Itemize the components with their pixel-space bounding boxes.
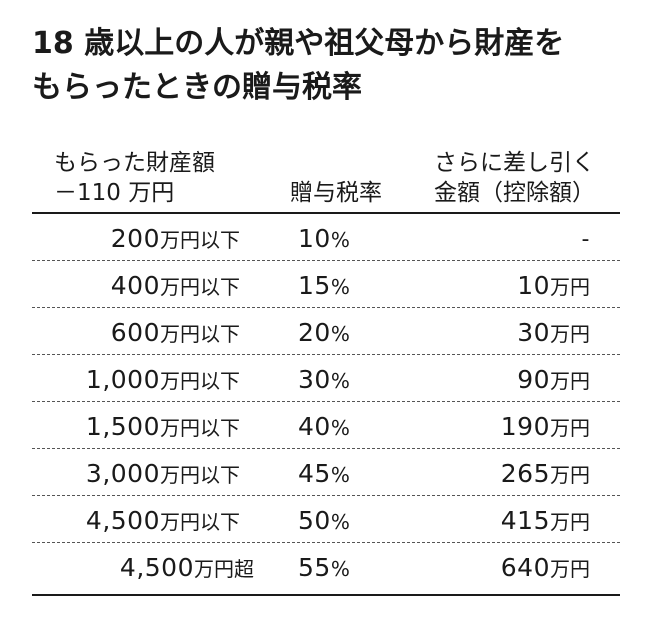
table-row: 1,500万円以下 40% 190万円 bbox=[32, 402, 620, 449]
amount-unit: 万円以下 bbox=[160, 510, 240, 534]
amount-unit: 万円以下 bbox=[160, 322, 240, 346]
amount-value: 400 bbox=[110, 271, 160, 300]
amount-cell: 3,000万円以下 bbox=[86, 449, 240, 496]
rate-value: 20 bbox=[298, 318, 331, 347]
rate-cell: 45% bbox=[298, 449, 350, 496]
deduction-unit: 万円 bbox=[550, 369, 590, 393]
deduction-cell: 30万円 bbox=[517, 308, 590, 355]
header-rate: 贈与税率 bbox=[290, 178, 382, 208]
rate-value: 10 bbox=[298, 224, 331, 253]
header-amount-line-2: －110 万円 bbox=[54, 180, 175, 206]
deduction-unit: 万円 bbox=[550, 322, 590, 346]
deduction-unit: 万円 bbox=[550, 510, 590, 534]
table-row: 4,500万円以下 50% 415万円 bbox=[32, 496, 620, 543]
rate-value: 15 bbox=[298, 271, 331, 300]
deduction-value: 30 bbox=[517, 318, 550, 347]
table-bottom-rule bbox=[32, 594, 620, 596]
rate-value: 45 bbox=[298, 459, 331, 488]
deduction-cell: 10万円 bbox=[517, 261, 590, 308]
amount-unit: 万円超 bbox=[194, 557, 254, 581]
table-top-rule bbox=[32, 212, 620, 214]
rate-cell: 40% bbox=[298, 402, 350, 449]
amount-cell: 1,500万円以下 bbox=[86, 402, 240, 449]
amount-cell: 4,500万円超 bbox=[120, 543, 254, 590]
header-amount-line-1: もらった財産額 bbox=[54, 150, 215, 176]
deduction-unit: 万円 bbox=[550, 463, 590, 487]
table-row: 3,000万円以下 45% 265万円 bbox=[32, 449, 620, 496]
amount-value: 4,500 bbox=[119, 553, 194, 582]
amount-cell: 600万円以下 bbox=[111, 308, 240, 355]
amount-cell: 200万円以下 bbox=[111, 214, 240, 261]
rate-unit: % bbox=[330, 510, 350, 534]
deduction-cell: 190万円 bbox=[501, 402, 590, 449]
deduction-unit: 万円 bbox=[550, 557, 590, 581]
rate-value: 55 bbox=[298, 553, 331, 582]
rate-value: 40 bbox=[298, 412, 331, 441]
rate-unit: % bbox=[330, 322, 350, 346]
deduction-value: 265 bbox=[500, 459, 550, 488]
table-row: 400万円以下 15% 10万円 bbox=[32, 261, 620, 308]
rate-unit: % bbox=[330, 228, 350, 252]
document-title: 18 歳以上の人が親や祖父母から財産を もらったときの贈与税率 bbox=[32, 22, 564, 110]
deduction-cell: 90万円 bbox=[517, 355, 590, 402]
amount-value: 600 bbox=[110, 318, 160, 347]
amount-unit: 万円以下 bbox=[160, 275, 240, 299]
amount-cell: 4,500万円以下 bbox=[86, 496, 240, 543]
amount-value: 1,500 bbox=[85, 412, 160, 441]
deduction-cell: 415万円 bbox=[501, 496, 590, 543]
rate-unit: % bbox=[330, 416, 350, 440]
rate-value: 50 bbox=[298, 506, 331, 535]
amount-value: 200 bbox=[110, 224, 160, 253]
title-line-2: もらったときの贈与税率 bbox=[32, 70, 362, 105]
title-line-1: 18 歳以上の人が親や祖父母から財産を bbox=[32, 26, 565, 61]
header-deduction-line-1: さらに差し引く bbox=[434, 150, 595, 176]
amount-unit: 万円以下 bbox=[160, 228, 240, 252]
table-row: 4,500万円超 55% 640万円 bbox=[32, 543, 620, 591]
header-deduction-line-2: 金額（控除額） bbox=[434, 180, 595, 206]
rate-cell: 10% bbox=[298, 214, 350, 261]
deduction-value: 90 bbox=[517, 365, 550, 394]
amount-value: 1,000 bbox=[85, 365, 160, 394]
amount-unit: 万円以下 bbox=[160, 416, 240, 440]
deduction-value: 10 bbox=[517, 271, 550, 300]
rate-cell: 50% bbox=[298, 496, 350, 543]
deduction-value: 190 bbox=[500, 412, 550, 441]
amount-unit: 万円以下 bbox=[160, 463, 240, 487]
deduction-value: - bbox=[581, 227, 590, 252]
rate-cell: 20% bbox=[298, 308, 350, 355]
table-row: 600万円以下 20% 30万円 bbox=[32, 308, 620, 355]
amount-cell: 400万円以下 bbox=[111, 261, 240, 308]
deduction-cell: - bbox=[582, 214, 590, 261]
table-row: 200万円以下 10% - bbox=[32, 214, 620, 261]
deduction-value: 415 bbox=[500, 506, 550, 535]
tax-rate-table: 200万円以下 10% - 400万円以下 15% 10万円 600万円以下 2… bbox=[32, 214, 620, 591]
deduction-value: 640 bbox=[500, 553, 550, 582]
deduction-cell: 265万円 bbox=[501, 449, 590, 496]
header-rate-label: 贈与税率 bbox=[290, 180, 382, 206]
header-amount: もらった財産額 －110 万円 bbox=[54, 148, 215, 208]
header-deduction: さらに差し引く 金額（控除額） bbox=[434, 148, 595, 208]
amount-cell: 1,000万円以下 bbox=[86, 355, 240, 402]
rate-unit: % bbox=[330, 463, 350, 487]
deduction-unit: 万円 bbox=[550, 416, 590, 440]
rate-cell: 15% bbox=[298, 261, 350, 308]
rate-value: 30 bbox=[298, 365, 331, 394]
amount-unit: 万円以下 bbox=[160, 369, 240, 393]
amount-value: 4,500 bbox=[85, 506, 160, 535]
rate-cell: 30% bbox=[298, 355, 350, 402]
amount-value: 3,000 bbox=[85, 459, 160, 488]
rate-cell: 55% bbox=[298, 543, 350, 590]
deduction-unit: 万円 bbox=[550, 275, 590, 299]
deduction-cell: 640万円 bbox=[501, 543, 590, 590]
rate-unit: % bbox=[330, 275, 350, 299]
table-row: 1,000万円以下 30% 90万円 bbox=[32, 355, 620, 402]
rate-unit: % bbox=[330, 557, 350, 581]
rate-unit: % bbox=[330, 369, 350, 393]
